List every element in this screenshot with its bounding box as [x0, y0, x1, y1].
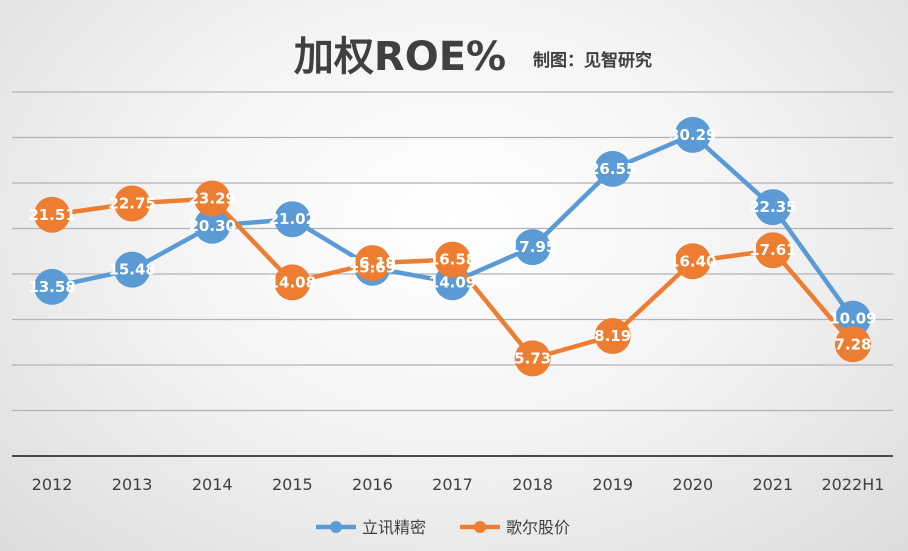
series-1: [34, 116, 871, 337]
data-point: [594, 150, 631, 187]
data-point: [34, 196, 71, 233]
data-point: [194, 180, 231, 217]
legend-item: 歌尔股价: [460, 518, 570, 537]
x-tick-label: 2018: [512, 475, 553, 494]
data-label: 10.09: [829, 310, 876, 328]
x-tick-label: 2019: [592, 475, 633, 494]
data-point: [194, 207, 231, 244]
series-2: [34, 180, 871, 377]
data-point: [114, 251, 151, 288]
data-point: [674, 243, 711, 280]
data-point: [514, 229, 551, 266]
data-point: [34, 268, 71, 305]
data-label: 23.29: [189, 190, 236, 208]
data-point: [674, 116, 711, 153]
data-label: 22.75: [108, 194, 155, 212]
data-point: [594, 317, 631, 354]
x-axis: 2012 2013 2014 2015 2016 2017 2018 2019 2020 2021…: [32, 475, 885, 494]
legend: 立讯精密 歌尔股价: [316, 518, 570, 537]
data-label: 22.35: [749, 198, 796, 216]
x-tick-label: 2020: [672, 475, 713, 494]
data-point: [514, 340, 551, 377]
data-point: [434, 241, 471, 278]
legend-dot-marker: [474, 521, 486, 533]
data-label: 30.29: [669, 126, 716, 144]
data-label: 16.58: [429, 251, 476, 269]
data-labels-2: 21.51 22.75 23.29 14.08 16.19 16.58 5.73 8.19 16…: [28, 190, 871, 368]
data-label: 5.73: [514, 349, 551, 367]
data-label: 17.61: [749, 241, 796, 259]
chart-title: 加权ROE%: [294, 34, 506, 80]
data-label: 21.02: [269, 210, 316, 228]
chart-subtitle: 制图：见智研究: [533, 50, 652, 71]
x-tick-label: 2012: [32, 475, 73, 494]
x-tick-label: 2015: [272, 475, 313, 494]
data-label: 14.09: [429, 273, 476, 291]
x-tick-label: 2016: [352, 475, 393, 494]
data-label: 13.58: [28, 278, 75, 296]
data-label: 17.95: [509, 238, 556, 256]
legend-label: 歌尔股价: [506, 518, 570, 537]
data-point: [354, 245, 391, 282]
data-label: 16.40: [669, 252, 716, 270]
data-labels-1: 13.58 15.48 20.30 21.02 15.69 14.09 17.95 26.55…: [28, 126, 876, 328]
data-point: [274, 264, 311, 301]
data-point: [754, 232, 791, 269]
data-label: 21.51: [28, 206, 75, 224]
x-tick-label: 2022H1: [821, 475, 884, 494]
data-label: 8.19: [594, 327, 631, 345]
data-label: 7.28: [834, 335, 871, 353]
legend-label: 立讯精密: [362, 518, 426, 537]
data-label: 20.30: [189, 217, 236, 235]
data-label: 14.08: [269, 273, 316, 291]
data-label: 15.48: [108, 261, 155, 279]
data-label: 26.55: [589, 160, 636, 178]
data-point: [834, 326, 871, 363]
x-tick-label: 2014: [192, 475, 233, 494]
x-tick-label: 2017: [432, 475, 473, 494]
legend-item: 立讯精密: [316, 518, 426, 537]
data-label: 15.69: [349, 259, 396, 277]
legend-dot-marker: [330, 521, 342, 533]
series-layer: 13.58 15.48 20.30 21.02 15.69 14.09 17.95 26.55…: [28, 116, 877, 377]
x-tick-label: 2013: [112, 475, 153, 494]
x-tick-label: 2021: [753, 475, 794, 494]
data-point: [114, 185, 151, 222]
data-point: [834, 300, 871, 337]
data-label: 16.19: [349, 254, 396, 272]
data-point: [274, 201, 311, 238]
data-point: [754, 189, 791, 226]
